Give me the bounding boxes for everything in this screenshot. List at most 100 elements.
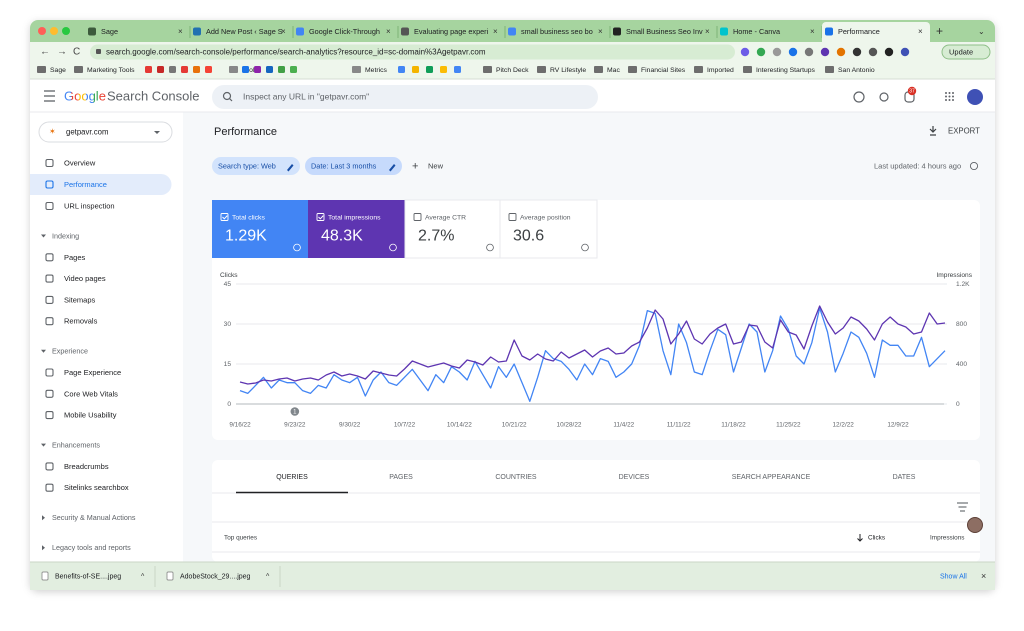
nav-item[interactable]: Overview (64, 158, 96, 167)
new-filter[interactable]: New (428, 161, 444, 170)
bookmark[interactable]: Sage (50, 67, 66, 74)
close-dot[interactable] (38, 27, 46, 35)
search-placeholder[interactable]: Inspect any URL in "getpavr.com" (243, 91, 369, 101)
nav-item[interactable]: Core Web Vitals (64, 389, 118, 398)
new-tab[interactable]: + (936, 24, 943, 38)
assistant-avatar[interactable] (967, 517, 983, 533)
nav-group-title[interactable]: Legacy tools and reports (52, 543, 131, 552)
nav-item[interactable]: Removals (64, 317, 98, 326)
bookmark[interactable]: Interesting Startups (756, 67, 816, 74)
download-file[interactable]: Benefits-of-SE....jpeg (55, 573, 121, 580)
property-name[interactable]: getpavr.com (66, 128, 108, 137)
bookmark-favicon[interactable] (169, 66, 176, 73)
download-bar-close[interactable]: × (981, 571, 986, 581)
bookmark[interactable]: Metrics (365, 67, 388, 74)
bookmark-favicon[interactable] (454, 66, 461, 73)
bookmark[interactable]: RV Lifestyle (550, 67, 586, 74)
bookmark-favicon[interactable] (412, 66, 419, 73)
metric-label[interactable]: Average CTR (425, 214, 466, 221)
nav-item[interactable]: Pages (64, 253, 86, 262)
tab-title[interactable]: Add New Post ‹ Sage S (206, 27, 283, 36)
account-avatar[interactable] (967, 89, 983, 105)
tab-title[interactable]: Sage (101, 27, 118, 36)
download-menu[interactable]: ^ (141, 573, 145, 580)
tab-close[interactable]: × (178, 27, 183, 36)
download-file[interactable]: AdobeStock_29....jpeg (180, 573, 251, 580)
show-all[interactable]: Show All (940, 573, 967, 580)
metric-label[interactable]: Total impressions (328, 214, 381, 221)
report-tab[interactable]: DEVICES (619, 474, 650, 481)
nav-button[interactable]: → (57, 47, 67, 58)
filter-chip-label[interactable]: Date: Last 3 months (311, 161, 377, 170)
nav-button[interactable]: ← (40, 47, 50, 58)
metric-card[interactable] (212, 200, 308, 258)
column-header[interactable]: Impressions (930, 535, 964, 542)
help-icon[interactable] (853, 91, 865, 103)
nav-button[interactable]: C (73, 47, 80, 58)
tab-title[interactable]: Small Business Seo Inv (626, 27, 703, 36)
nav-item[interactable]: Sitemaps (64, 295, 96, 304)
tab-title[interactable]: Evaluating page experi (414, 27, 489, 36)
filter-chip[interactable] (305, 157, 402, 175)
users-icon[interactable] (879, 92, 889, 102)
apps-icon[interactable] (945, 95, 947, 98)
metric-label[interactable]: Total clicks (232, 214, 265, 221)
tab-close[interactable]: × (386, 27, 391, 36)
zoom-dot[interactable] (62, 27, 70, 35)
bookmark[interactable]: Imported (707, 67, 734, 74)
bookmark[interactable]: Marketing Tools (87, 67, 135, 74)
apps-icon[interactable] (952, 99, 954, 101)
extension-icon[interactable] (836, 47, 846, 57)
extension-icon[interactable] (852, 47, 862, 57)
tab-close[interactable]: × (705, 27, 710, 36)
tab-title[interactable]: Home - Canva (733, 27, 781, 36)
tab-close[interactable]: × (810, 27, 815, 36)
tab-close[interactable]: × (281, 27, 286, 36)
tab-title[interactable]: Google Click-Through (309, 27, 380, 36)
url[interactable]: search.google.com/search-console/perform… (106, 48, 486, 57)
nav-group-title[interactable]: Indexing (52, 231, 79, 240)
column-header[interactable]: Clicks (868, 535, 885, 542)
nav-item[interactable]: Mobile Usability (64, 411, 117, 420)
property-selector[interactable] (38, 121, 173, 143)
extension-icon[interactable] (756, 47, 766, 57)
bookmark-favicon[interactable] (193, 66, 200, 73)
nav-group-title[interactable]: Enhancements (52, 441, 100, 450)
apps-icon[interactable] (945, 92, 947, 94)
bookmark-favicon[interactable] (205, 66, 212, 73)
bookmark-favicon[interactable] (181, 66, 188, 73)
extension-icon[interactable] (820, 47, 830, 57)
bookmark[interactable]: Tools (242, 67, 258, 74)
metric-card[interactable] (499, 199, 598, 259)
bookmark-favicon[interactable] (426, 66, 433, 73)
extension-icon[interactable] (740, 47, 750, 57)
report-tab[interactable]: QUERIES (276, 474, 308, 481)
export-button[interactable]: EXPORT (948, 127, 980, 136)
bookmark-favicon[interactable] (254, 66, 261, 73)
bookmark-favicon[interactable] (242, 66, 249, 73)
metric-label[interactable]: Average position (520, 214, 571, 221)
report-tab[interactable]: DATES (893, 474, 916, 481)
bookmark-favicon[interactable] (278, 66, 285, 73)
annotation-label[interactable]: 1 (293, 410, 297, 416)
nav-item[interactable]: URL inspection (64, 201, 115, 210)
nav-group-title[interactable]: Experience (52, 347, 88, 356)
bookmark[interactable]: Financial Sites (641, 67, 686, 74)
nav-item[interactable]: Page Experience (64, 368, 121, 377)
apps-icon[interactable] (952, 92, 954, 94)
nav-item[interactable]: Video pages (64, 274, 106, 283)
extension-icon[interactable] (900, 47, 910, 57)
annotation-marker[interactable] (290, 407, 300, 416)
apps-icon[interactable] (948, 99, 951, 101)
apps-icon[interactable] (948, 95, 951, 98)
nav-item[interactable]: Sitelinks searchbox (64, 483, 129, 492)
tab-menu[interactable]: ⌄ (978, 27, 985, 36)
nav-item[interactable]: Breadcrumbs (64, 462, 109, 471)
tab-close[interactable]: × (493, 27, 498, 36)
bookmark-favicon[interactable] (157, 66, 164, 73)
bookmark[interactable]: Mac (607, 67, 620, 74)
omnibox[interactable] (90, 44, 735, 60)
bookmark-favicon[interactable] (440, 66, 447, 73)
tab-title[interactable]: Performance (838, 27, 880, 36)
filter-chip-label[interactable]: Search type: Web (218, 161, 276, 170)
